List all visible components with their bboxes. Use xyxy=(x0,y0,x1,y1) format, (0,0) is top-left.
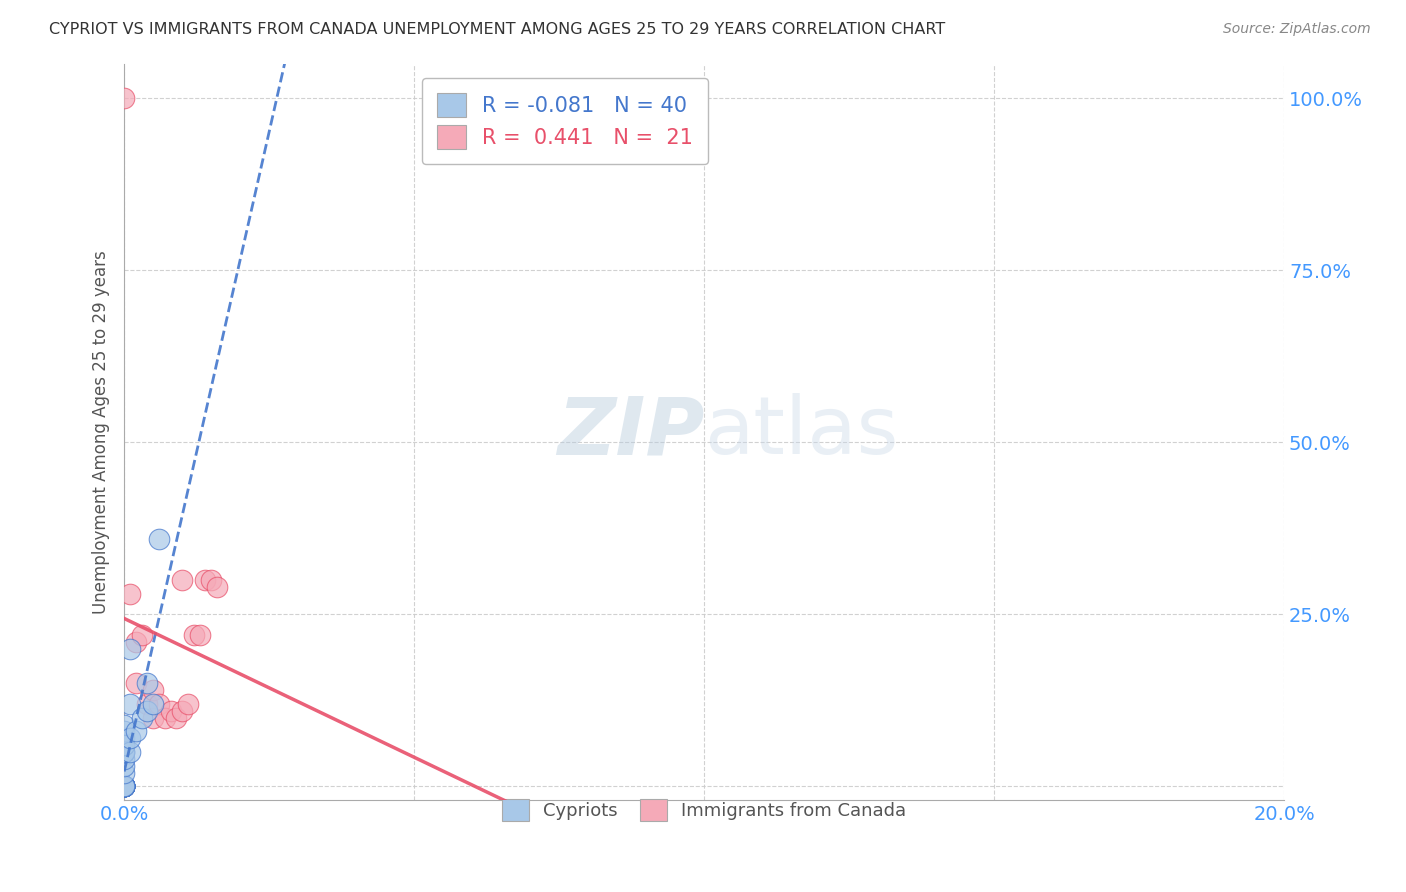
Point xyxy=(125,635,148,649)
Point xyxy=(112,780,135,794)
Point xyxy=(136,704,159,718)
Point xyxy=(153,711,176,725)
Point xyxy=(112,780,135,794)
Point xyxy=(112,91,135,105)
Point xyxy=(112,738,135,752)
Point xyxy=(118,731,141,746)
Point xyxy=(177,697,200,711)
Point xyxy=(112,724,135,739)
Point xyxy=(112,780,135,794)
Point xyxy=(142,697,165,711)
Point xyxy=(112,717,135,731)
Point xyxy=(131,711,153,725)
Point xyxy=(112,765,135,780)
Point xyxy=(172,704,194,718)
Point xyxy=(112,780,135,794)
Text: Source: ZipAtlas.com: Source: ZipAtlas.com xyxy=(1223,22,1371,37)
Point xyxy=(112,780,135,794)
Point xyxy=(112,780,135,794)
Point xyxy=(112,738,135,752)
Point xyxy=(112,780,135,794)
Point xyxy=(112,780,135,794)
Point xyxy=(112,780,135,794)
Point xyxy=(125,724,148,739)
Point xyxy=(148,532,170,546)
Point xyxy=(118,641,141,656)
Point xyxy=(142,711,165,725)
Point xyxy=(183,628,205,642)
Point xyxy=(118,587,141,601)
Point xyxy=(112,780,135,794)
Point xyxy=(148,697,170,711)
Point xyxy=(112,745,135,759)
Point xyxy=(142,683,165,698)
Point xyxy=(112,780,135,794)
Point xyxy=(112,759,135,773)
Point xyxy=(112,780,135,794)
Point xyxy=(112,780,135,794)
Point xyxy=(112,780,135,794)
Point xyxy=(194,573,217,587)
Text: CYPRIOT VS IMMIGRANTS FROM CANADA UNEMPLOYMENT AMONG AGES 25 TO 29 YEARS CORRELA: CYPRIOT VS IMMIGRANTS FROM CANADA UNEMPL… xyxy=(49,22,945,37)
Point xyxy=(112,780,135,794)
Point xyxy=(136,697,159,711)
Point xyxy=(112,731,135,746)
Point xyxy=(159,704,181,718)
Point xyxy=(136,676,159,690)
Point xyxy=(112,780,135,794)
Point xyxy=(112,780,135,794)
Text: atlas: atlas xyxy=(704,393,898,471)
Point xyxy=(112,752,135,766)
Point xyxy=(188,628,211,642)
Point xyxy=(165,711,187,725)
Point xyxy=(112,780,135,794)
Legend: Cypriots, Immigrants from Canada: Cypriots, Immigrants from Canada xyxy=(488,784,921,836)
Point xyxy=(112,780,135,794)
Point xyxy=(118,697,141,711)
Point xyxy=(125,676,148,690)
Y-axis label: Unemployment Among Ages 25 to 29 years: Unemployment Among Ages 25 to 29 years xyxy=(93,251,110,614)
Point xyxy=(131,628,153,642)
Point xyxy=(200,573,222,587)
Point xyxy=(172,573,194,587)
Point xyxy=(112,745,135,759)
Point xyxy=(205,580,228,594)
Point xyxy=(112,780,135,794)
Text: ZIP: ZIP xyxy=(557,393,704,471)
Point xyxy=(112,780,135,794)
Point xyxy=(118,745,141,759)
